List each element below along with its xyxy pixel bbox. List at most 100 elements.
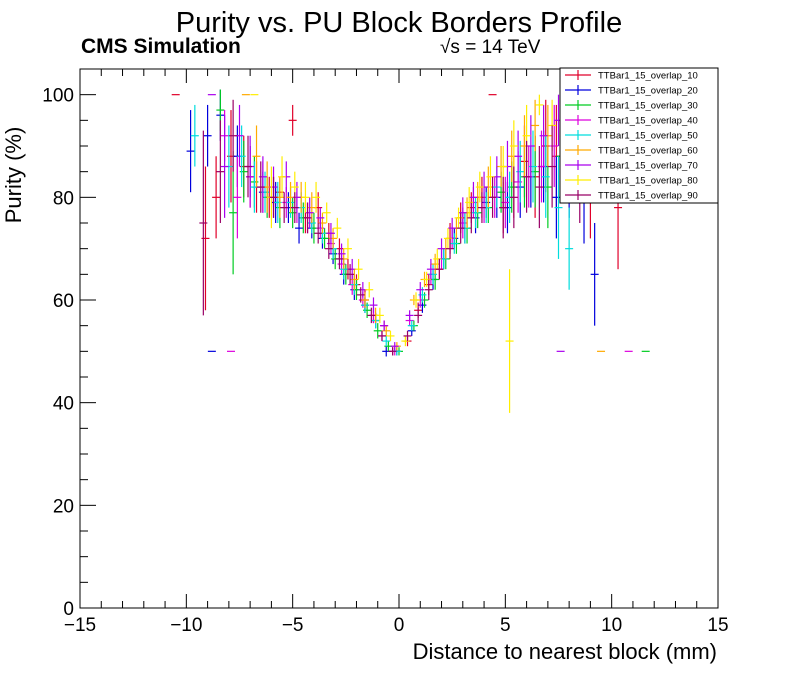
data-point [382,335,391,347]
data-point [469,181,478,213]
data-point [535,146,544,229]
legend-label: TTBar1_15_overlap_20 [598,86,698,97]
data-point [365,282,374,298]
data-point [322,202,331,223]
data-point [429,264,438,285]
data-point [367,307,376,324]
data-point [329,228,338,249]
data-point [426,258,435,280]
data-point [548,125,557,208]
x-tick-label: 0 [394,615,405,636]
data-point [501,176,510,229]
legend-entry: TTBar1_15_overlap_10 [565,70,698,82]
x-tick-label: −10 [170,615,202,636]
data-point [256,161,265,213]
data-point [401,335,410,347]
legend-entry: TTBar1_15_overlap_80 [565,175,698,187]
data-point [278,156,287,198]
data-point [516,140,525,203]
data-point [326,223,335,244]
data-point [273,181,282,223]
series-layer [171,89,650,413]
legend-label: TTBar1_15_overlap_60 [598,146,698,157]
legend-entry: TTBar1_15_overlap_50 [565,130,698,142]
data-point [316,207,325,229]
data-point [343,238,352,259]
legend-label: TTBar1_15_overlap_80 [598,176,698,187]
y-tick-label: 40 [53,394,74,415]
energy-label: √s = 14 TeV [440,37,541,58]
data-point [252,125,261,188]
legend-label: TTBar1_15_overlap_70 [598,161,698,172]
data-point [509,120,518,172]
legend: TTBar1_15_overlap_10 TTBar1_15_overlap_20… [559,67,719,204]
data-point [450,233,459,254]
legend-label: TTBar1_15_overlap_10 [598,71,698,82]
data-point [377,330,386,342]
data-point [437,238,446,259]
data-point [475,171,484,203]
data-point [269,176,278,218]
data-point [454,207,463,229]
data-point [314,223,323,244]
data-point [220,115,229,218]
data-point [424,279,433,300]
x-tick-label: −5 [282,615,304,636]
data-point [531,99,540,152]
data-point [414,307,423,324]
data-point [320,228,329,249]
data-point [526,115,535,177]
legend-label: TTBar1_15_overlap_40 [598,116,698,127]
data-point [565,207,574,290]
data-point [477,192,486,223]
data-point [528,130,537,203]
legend-entry: TTBar1_15_overlap_60 [565,145,698,157]
series-TTBar1_15_overlap_70 [207,94,595,352]
data-point [431,253,440,275]
data-point [380,320,389,331]
data-point [505,269,514,413]
data-point [448,217,457,239]
data-point [203,104,212,167]
data-point [280,192,289,223]
data-point [369,297,378,313]
legend-label: TTBar1_15_overlap_50 [598,131,698,142]
x-tick-label: 15 [707,615,728,636]
data-point [375,307,384,324]
y-tick-label: 0 [63,599,74,620]
data-point [535,94,544,116]
data-point [190,104,199,167]
data-point [416,282,425,298]
data-point [550,104,559,188]
y-tick-label: 80 [53,188,74,209]
legend-entry: TTBar1_15_overlap_40 [565,115,698,127]
data-point [403,330,412,342]
axes: −15 −10 −5 0 5 10 15 0 20 40 60 80 100 [42,68,729,636]
data-point [541,135,550,218]
data-point [499,176,508,239]
x-tick-label: 10 [601,615,622,636]
data-point [488,176,497,218]
data-point [514,130,523,182]
data-point [522,140,531,213]
data-point [554,156,563,259]
data-point [386,330,395,342]
data-point [354,258,363,280]
data-point [407,320,416,331]
x-tick-label: −15 [64,615,96,636]
data-point [237,125,246,188]
data-point [360,292,369,308]
data-point [552,156,561,239]
y-tick-label: 20 [53,496,74,517]
data-point [337,243,346,265]
experiment-label: CMS Simulation [81,35,241,58]
data-point [388,347,397,356]
data-point [312,181,321,213]
y-tick-label: 60 [53,291,74,312]
legend-entry: TTBar1_15_overlap_20 [565,85,698,97]
series-TTBar1_15_overlap_80 [250,94,569,413]
data-point [261,171,270,213]
data-point [346,264,355,285]
data-point [412,292,421,308]
data-point [467,202,476,234]
